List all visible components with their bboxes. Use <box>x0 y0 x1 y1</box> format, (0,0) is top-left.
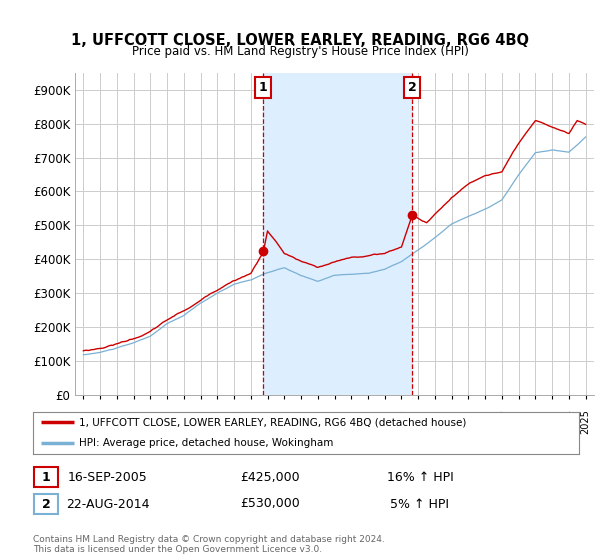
Text: 2012: 2012 <box>363 409 373 434</box>
Text: 2022: 2022 <box>530 409 541 434</box>
Text: 2025: 2025 <box>581 409 590 434</box>
Text: 2018: 2018 <box>463 409 473 434</box>
Text: 2: 2 <box>42 497 50 511</box>
Text: 5% ↑ HPI: 5% ↑ HPI <box>391 497 449 511</box>
Text: 2003: 2003 <box>212 409 223 434</box>
Text: 2011: 2011 <box>346 409 356 434</box>
Text: 2015: 2015 <box>413 409 423 434</box>
Text: Contains HM Land Registry data © Crown copyright and database right 2024.
This d: Contains HM Land Registry data © Crown c… <box>33 535 385 554</box>
Text: 2023: 2023 <box>547 409 557 434</box>
Text: 2013: 2013 <box>380 409 390 434</box>
Text: HPI: Average price, detached house, Wokingham: HPI: Average price, detached house, Woki… <box>79 438 334 448</box>
Text: 1, UFFCOTT CLOSE, LOWER EARLEY, READING, RG6 4BQ (detached house): 1, UFFCOTT CLOSE, LOWER EARLEY, READING,… <box>79 417 467 427</box>
Text: 1998: 1998 <box>128 409 139 434</box>
Text: 2002: 2002 <box>196 409 206 434</box>
Text: 2021: 2021 <box>514 409 524 434</box>
Text: 2017: 2017 <box>446 409 457 434</box>
Text: Price paid vs. HM Land Registry's House Price Index (HPI): Price paid vs. HM Land Registry's House … <box>131 45 469 58</box>
Text: 2024: 2024 <box>564 409 574 434</box>
Text: 2: 2 <box>408 81 416 94</box>
Text: 1: 1 <box>258 81 267 94</box>
Text: 1996: 1996 <box>95 409 105 434</box>
Text: 2019: 2019 <box>480 409 490 434</box>
Bar <box>263 73 412 395</box>
Text: 2000: 2000 <box>162 409 172 434</box>
Text: 1, UFFCOTT CLOSE, LOWER EARLEY, READING, RG6 4BQ: 1, UFFCOTT CLOSE, LOWER EARLEY, READING,… <box>71 33 529 48</box>
Text: 2007: 2007 <box>279 409 289 434</box>
Text: 2014: 2014 <box>397 409 406 434</box>
Text: 2006: 2006 <box>263 409 272 434</box>
Text: 1997: 1997 <box>112 409 122 434</box>
Text: 2001: 2001 <box>179 409 189 434</box>
Text: 1995: 1995 <box>79 409 88 434</box>
Text: 2010: 2010 <box>329 409 340 434</box>
Text: 22-AUG-2014: 22-AUG-2014 <box>66 497 150 511</box>
Text: £530,000: £530,000 <box>240 497 300 511</box>
Text: 2020: 2020 <box>497 409 507 434</box>
Text: 2008: 2008 <box>296 409 306 434</box>
Text: 16-SEP-2005: 16-SEP-2005 <box>68 470 148 484</box>
Text: 16% ↑ HPI: 16% ↑ HPI <box>386 470 454 484</box>
Text: 1: 1 <box>42 470 50 484</box>
Text: 2004: 2004 <box>229 409 239 434</box>
Text: 1999: 1999 <box>145 409 155 434</box>
Text: £425,000: £425,000 <box>240 470 300 484</box>
Text: 2005: 2005 <box>246 409 256 434</box>
Text: 2009: 2009 <box>313 409 323 434</box>
Text: 2016: 2016 <box>430 409 440 434</box>
